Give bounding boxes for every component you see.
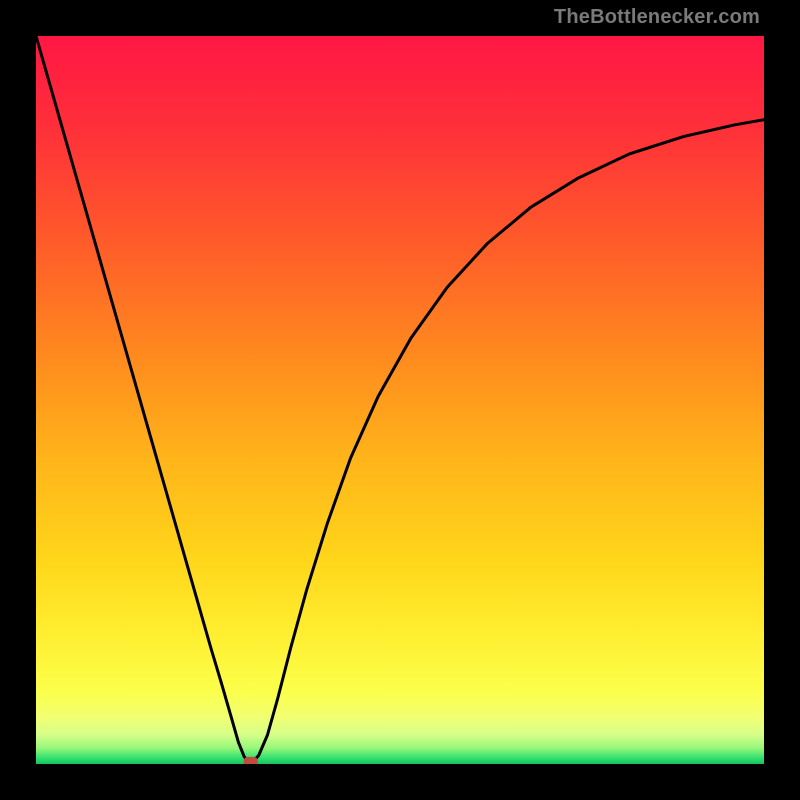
curve-layer — [36, 36, 764, 764]
chart-container: TheBottlenecker.com — [0, 0, 800, 800]
plot-area — [36, 36, 764, 764]
minimum-marker — [244, 757, 258, 764]
watermark-text: TheBottlenecker.com — [554, 6, 760, 29]
bottleneck-curve — [36, 36, 764, 762]
